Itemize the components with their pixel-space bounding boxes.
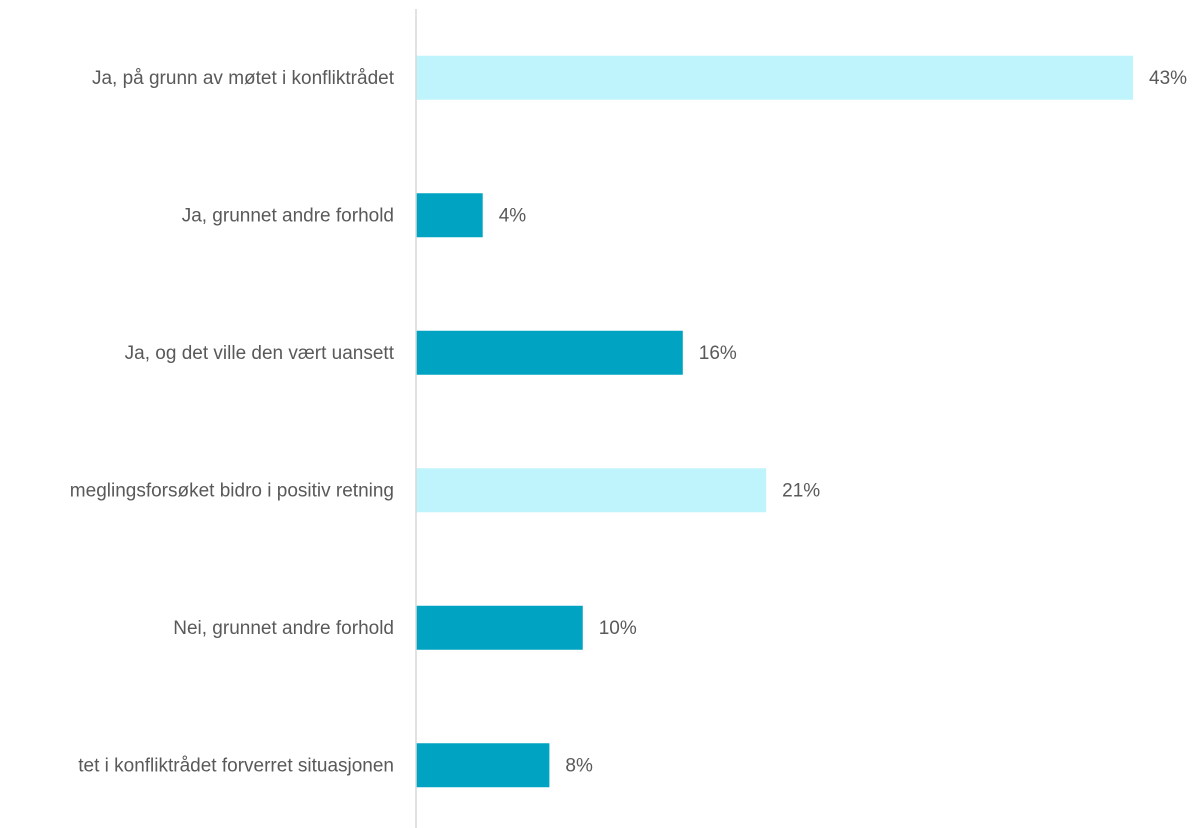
bar bbox=[416, 743, 550, 788]
value-label: 21% bbox=[782, 480, 820, 501]
category-label: Ja, grunnet andre forhold bbox=[182, 205, 394, 226]
category-label: Nei, grunnet andre forhold bbox=[173, 618, 394, 639]
value-label: 43% bbox=[1149, 68, 1187, 89]
category-label: Ja, på grunn av møtet i konfliktrådet bbox=[92, 68, 395, 89]
bar bbox=[416, 605, 583, 650]
value-label: 8% bbox=[565, 755, 593, 776]
category-label: tet i konfliktrådet forverret situasjone… bbox=[78, 755, 394, 776]
bar bbox=[416, 330, 683, 375]
bar bbox=[416, 468, 767, 513]
category-label: meglingsforsøket bidro i positiv retning bbox=[70, 480, 394, 501]
value-label: 4% bbox=[499, 205, 527, 226]
bar bbox=[416, 55, 1133, 100]
bar bbox=[416, 193, 483, 238]
value-label: 16% bbox=[699, 343, 737, 364]
value-label: 10% bbox=[599, 618, 637, 639]
category-label: Ja, og det ville den vært uansett bbox=[125, 343, 395, 364]
